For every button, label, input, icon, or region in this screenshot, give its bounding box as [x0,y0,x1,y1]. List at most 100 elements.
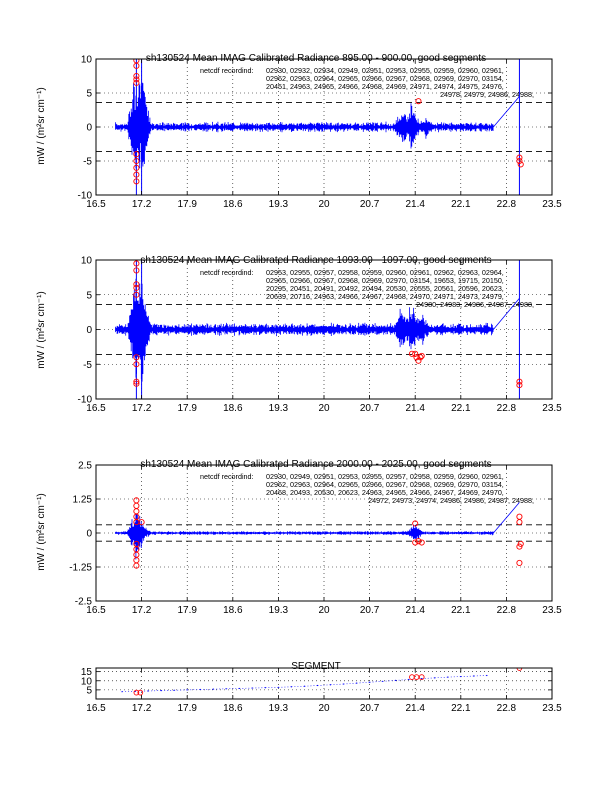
panel-1-outlier-14 [517,161,524,168]
panel-1: sh130524 Mean IMAG Calibrated Radiance 8… [36,53,562,210]
panel-2-xtick-label: 20.7 [360,403,380,414]
panel-2-outlier-8 [133,378,140,385]
panel-3-connector [493,502,520,534]
panel-1-xtick-label: 23.5 [542,199,562,210]
panel-4-xtick-label: 23.5 [542,703,562,714]
panel-2-outlier-9 [133,380,140,387]
panel-4-trend-dot [291,685,305,688]
panel-1-xtick-label: 21.4 [405,199,425,210]
panel-3-outlier-19 [516,543,523,550]
panel-4: SEGMENT 16.5 17.2 17.9 18.6 19.3 20 20.7 21.4 22… [81,661,562,714]
panel-1-outlier-8 [133,164,140,171]
panel-2-plot-area [115,260,523,399]
panel-3-xtick-label: 21.4 [405,605,425,616]
panel-2-ytick-label: -10 [78,395,93,406]
panel-3-outlier-13 [412,539,419,546]
panel-2-xtick-label: 20 [318,403,330,414]
panel-1-recordid-line-3: 20451, 24963, 24965, 24966, 24968, 24969… [266,82,504,91]
panel-4-xtick-label: 16.5 [86,703,106,714]
panel-3-ytick-label: 2.5 [78,461,92,472]
panel-4-xtick-label: 22.8 [497,703,517,714]
panel-1-ylabel: mW / (m²sr cm⁻¹) [36,87,47,164]
panel-3-recordid-line-3: 20468, 20493, 20530, 20623, 24963, 24965… [266,488,504,497]
panel-4-trend-dot [447,676,461,678]
panel-1-outlier-5 [133,79,140,86]
panel-2-connector [493,297,520,330]
panel-3-xtick-label: 17.2 [132,605,152,616]
panel-4-xtick-label: 17.9 [177,703,197,714]
panel-1-series-blue [115,82,494,169]
panel-2-ytick-label: 5 [86,290,92,301]
panel-1-ytick-label: 5 [86,89,92,100]
panel-3-plot-area [115,497,524,569]
panel-4-xtick-label: 20.7 [360,703,380,714]
panel-1-recordid-line-4: 24978, 24979, 24986, 24988, [440,90,534,99]
panel-1-xtick-label: 19.3 [269,199,289,210]
panel-2-ytick-label: -5 [83,360,92,371]
panel-2-xtick-label: 23.5 [542,403,562,414]
panel-2-xtick-label: 19.3 [269,403,289,414]
panel-4-trend-dot [421,677,435,679]
panel-2-outlier-14 [417,354,424,361]
panel-3-outlier-8 [133,551,140,558]
panel-4-xtick-label: 20 [318,703,330,714]
panel-2-xtick-label: 22.1 [451,403,471,414]
panel-3-outlier-1 [133,497,140,504]
panel-3-outlier-2 [133,502,140,509]
panel-1-xtick-label: 20 [318,199,330,210]
panel-2-xtick-label: 17.9 [177,403,197,414]
panel-2-recordid-line-2: 02965, 02966, 02967, 02968, 02969, 02970… [266,276,504,285]
panel-2-xtick-label: 18.6 [223,403,243,414]
panel-4-marker-6 [516,668,523,671]
panel-2-recordid-line-1: 02953, 02955, 02957, 02958, 02959, 02960… [266,268,504,277]
panel-3-recordid-box: netcdf recordind: 02930, 02949, 02951, 0… [200,472,534,505]
panel-3-ytick-label: -1.25 [69,563,92,574]
panel-3-xtick-label: 22.1 [451,605,471,616]
panel-2-xtick-label: 21.4 [405,403,425,414]
panel-3-ytick-label: -2.5 [75,597,93,608]
panel-4-trend-dot [304,685,318,687]
panel-1-outlier-13 [516,157,523,165]
panel-1-ytick-label: 10 [81,55,93,66]
panel-4-trend-dot [356,681,370,684]
panel-2-ylabel: mW / (m²sr cm⁻¹) [36,291,47,368]
panel-1-recordid-label: netcdf recordind: [200,66,254,75]
panel-2-xtick-label: 22.8 [497,403,517,414]
panel-4-xtick-label: 21.4 [405,703,425,714]
panel-1-recordid-line-2: 02962, 02963, 02964, 02965, 02966, 02967… [266,74,504,83]
panel-4-marker-2 [137,689,144,696]
panel-3-xtick-label: 16.5 [86,605,106,616]
panel-3-outlier-16 [516,513,523,520]
panel-3-outlier-12 [412,520,419,527]
panel-2-xtick-label: 16.5 [86,403,106,414]
panel-4-marker-4 [413,674,420,680]
panel-2-outlier-4 [133,284,140,291]
panel-1-plot-area [115,59,524,195]
panel-3-outlier-15 [418,539,425,546]
panel-2-ytick-label: 0 [86,325,92,336]
panel-1-xtick-label: 22.8 [497,199,517,210]
panel-3-outlier-3 [133,508,140,515]
panel-4-trend-dot [395,679,409,681]
panel-3-recordid-line-2: 02962, 02963, 02964, 02965, 02966, 02967… [266,480,504,489]
panel-1-xtick-label: 16.5 [86,199,106,210]
panel-1-xtick-label: 17.9 [177,199,197,210]
panel-2-outlier-10 [408,350,415,357]
panel-3: sh130524 Mean IMAG Calibrated Radiance 2… [36,459,562,616]
panel-2-outlier-16 [516,378,523,385]
panel-4-marker-1 [133,689,140,696]
panel-1-recordid-box: netcdf recordind: 02930, 02932, 02934, 0… [200,66,534,99]
panel-2-outlier-5 [133,291,140,298]
panel-1-outlier-7 [133,157,140,165]
panel-3-xtick-label: 17.9 [177,605,197,616]
panel-2-xtick-label: 17.2 [132,403,152,414]
panel-3-ylabel: mW / (m²sr cm⁻¹) [36,493,47,570]
panel-4-trend-dot [382,680,396,682]
panel-1-recordid-line-1: 02930, 02932, 02934, 02949, 02951, 02953… [266,66,504,75]
panel-3-xtick-label: 20 [318,605,330,616]
panel-1-outlier-6 [133,151,140,158]
panel-4-xtick-label: 18.6 [223,703,243,714]
panel-2-outlier-13 [415,357,422,364]
panel-4-plot-area [121,668,523,696]
